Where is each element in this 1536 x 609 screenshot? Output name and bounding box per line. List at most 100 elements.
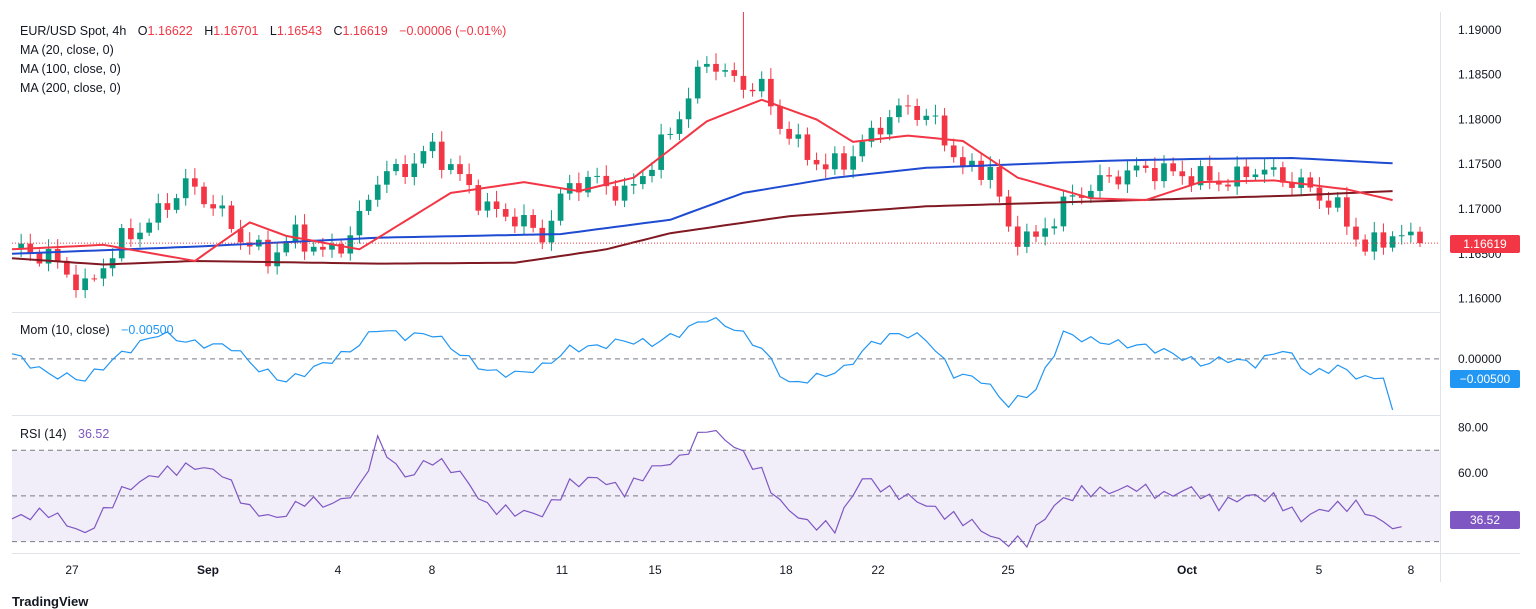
candle-body — [356, 210, 363, 236]
candle-body — [932, 115, 939, 117]
candle-body — [438, 141, 445, 170]
candle-body — [530, 215, 536, 228]
candle-body — [1161, 163, 1167, 182]
candle-body — [1060, 196, 1067, 227]
candle-body — [173, 198, 180, 210]
candle-body — [722, 70, 728, 72]
candle-body — [1270, 167, 1277, 170]
time-axis-label: 4 — [335, 563, 342, 577]
candle-body — [859, 141, 866, 157]
symbol-label: EUR/USD Spot, 4h — [20, 24, 127, 38]
candle-body — [457, 164, 463, 175]
candle-body — [841, 153, 847, 170]
candle-body — [54, 248, 61, 261]
rsi-value: 36.52 — [78, 427, 110, 441]
candle-body — [1389, 236, 1396, 248]
candle-body — [411, 163, 418, 177]
rsi-axis-label: 60.00 — [1458, 466, 1488, 480]
candle-body — [1298, 177, 1304, 188]
candle-body — [1033, 231, 1039, 237]
rsi-last-tag: 36.52 — [1450, 511, 1520, 529]
candle-body — [1188, 176, 1195, 186]
candle-body — [1371, 232, 1378, 252]
candle-body — [1362, 239, 1368, 252]
candle-body — [1014, 226, 1021, 247]
ma100-line — [11, 157, 1393, 255]
candle-body — [1398, 235, 1405, 237]
candle-body — [1051, 226, 1058, 229]
time-axis-label: 8 — [1408, 563, 1415, 577]
time-axis-label: Sep — [197, 563, 219, 577]
candle-body — [384, 171, 390, 185]
price-axis-label: 1.18000 — [1458, 112, 1502, 126]
candle-body — [1280, 167, 1286, 183]
mom-value: −0.00500 — [121, 323, 174, 337]
candle-body — [521, 215, 527, 227]
candle-body — [621, 185, 628, 201]
candle-body — [18, 243, 24, 250]
candle-body — [941, 115, 948, 146]
time-axis-label: 5 — [1316, 563, 1323, 577]
candle-body — [694, 66, 701, 99]
candle-body — [182, 178, 189, 199]
candle-body — [73, 274, 79, 291]
candle-body — [1334, 197, 1341, 208]
candle-body — [676, 119, 683, 134]
ma20-legend[interactable]: MA (20, close, 0) — [20, 43, 114, 57]
mom-legend[interactable]: Mom (10, close) −0.00500 — [20, 321, 176, 340]
candle-body — [274, 252, 280, 267]
candle-body — [1152, 168, 1158, 182]
candle-body — [923, 115, 930, 120]
ma200-legend[interactable]: MA (200, close, 0) — [20, 81, 121, 95]
candle-body — [420, 151, 427, 164]
candle-body — [36, 253, 43, 264]
candle-body — [1124, 170, 1131, 185]
rsi-label: RSI (14) — [20, 427, 67, 441]
low-label: L — [269, 24, 277, 38]
candle-body — [64, 260, 70, 275]
candle-body — [1344, 197, 1350, 227]
rsi-legend[interactable]: RSI (14) 36.52 — [20, 425, 111, 444]
candle-body — [429, 141, 436, 152]
time-axis-label: 18 — [779, 563, 793, 577]
time-axis-label: 22 — [871, 563, 885, 577]
ma100-legend[interactable]: MA (100, close, 0) — [20, 62, 121, 76]
candle-body — [886, 117, 893, 135]
candle-body — [1417, 231, 1423, 244]
candle-body — [996, 166, 1003, 197]
candle-body — [786, 128, 792, 139]
candle-body — [374, 184, 381, 200]
candle-body — [237, 229, 244, 243]
change-value: −0.00006 (−0.01%) — [399, 24, 507, 38]
candle-body — [448, 164, 454, 170]
candle-body — [1133, 165, 1140, 171]
candle-body — [969, 160, 975, 166]
candle-body — [502, 209, 509, 217]
candle-body — [475, 185, 482, 211]
time-axis-label: Oct — [1177, 563, 1197, 577]
candle-body — [1243, 166, 1250, 178]
candle-body — [630, 184, 637, 186]
candle-body — [365, 199, 372, 211]
candle-body — [1115, 176, 1122, 185]
candle-body — [557, 193, 564, 221]
candle-body — [338, 243, 344, 254]
candle-body — [768, 78, 774, 107]
candle-body — [713, 63, 719, 72]
ohlc-legend: EUR/USD Spot, 4h O1.16622 H1.16701 L1.16… — [20, 22, 508, 41]
candle-body — [603, 175, 610, 187]
candle-body — [283, 241, 290, 253]
candle-body — [822, 164, 829, 170]
candle-body — [914, 105, 920, 120]
candle-body — [320, 246, 326, 250]
candle-body — [1142, 165, 1149, 169]
candle-body — [950, 145, 957, 158]
close-value: 1.16619 — [342, 24, 388, 38]
candle-body — [1005, 196, 1012, 227]
candle-body — [832, 153, 838, 170]
candle-body — [347, 235, 354, 254]
candle-body — [466, 174, 472, 186]
mom-last-tag: −0.00500 — [1450, 370, 1520, 388]
candle-body — [1170, 163, 1176, 172]
